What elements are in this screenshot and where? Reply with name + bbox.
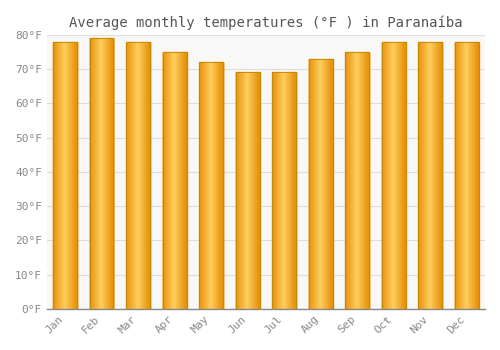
Bar [455,42,478,309]
Bar [236,72,260,309]
Bar [382,42,406,309]
Title: Average monthly temperatures (°F ) in Paranaíba: Average monthly temperatures (°F ) in Pa… [69,15,462,29]
Bar [54,42,77,309]
Bar [309,59,332,309]
Bar [272,72,296,309]
Bar [90,38,114,309]
Bar [163,52,186,309]
Bar [418,42,442,309]
Bar [346,52,369,309]
Bar [126,42,150,309]
Bar [200,62,223,309]
